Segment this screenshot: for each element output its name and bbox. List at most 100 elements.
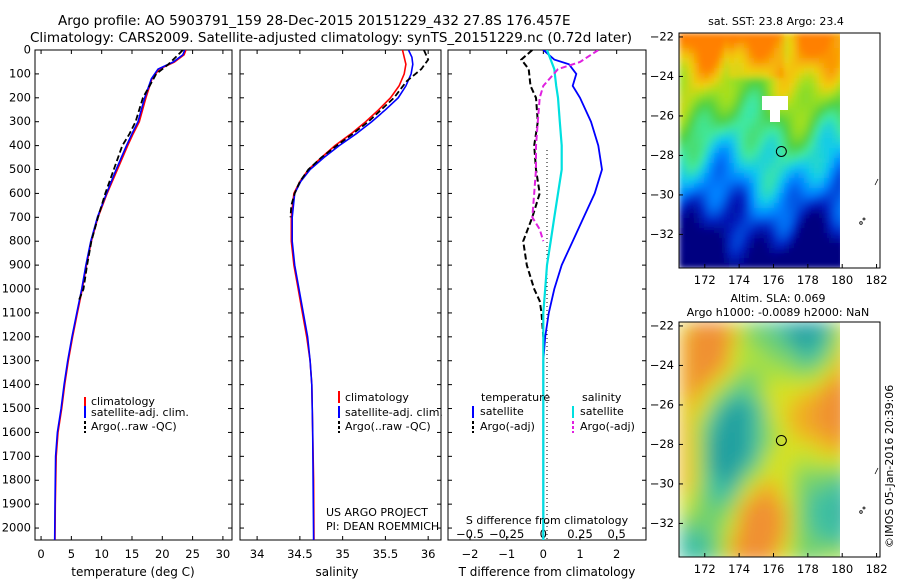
sst-cell (804, 218, 810, 224)
sst-cell (729, 158, 735, 164)
sst-cell (689, 68, 695, 74)
sla-cell (679, 332, 690, 343)
legend-salinity-argo: Argo(-adj) (580, 420, 635, 433)
sst-cell (689, 248, 695, 254)
sst-cell (789, 163, 795, 169)
sst-heatmap-cells (679, 33, 845, 268)
sst-cell (819, 148, 825, 154)
sla-cell (709, 532, 720, 543)
sla-cell (749, 472, 760, 483)
sst-cell (719, 68, 725, 74)
sst-cell (744, 58, 750, 64)
sst-cell (689, 98, 695, 104)
sst-cell (749, 108, 755, 114)
sst-cell (809, 203, 815, 209)
sst-cell (739, 98, 745, 104)
sla-cell (779, 502, 790, 513)
sst-cell (819, 198, 825, 204)
sst-cell (829, 208, 835, 214)
map-lat-label: −28 (650, 148, 674, 162)
sla-cell (689, 362, 700, 373)
sst-cell (799, 33, 805, 39)
sst-cell (739, 243, 745, 249)
sla-cell (709, 472, 720, 483)
sst-cell (689, 238, 695, 244)
sst-cell (759, 188, 765, 194)
sst-cell (749, 38, 755, 44)
sst-cell (829, 218, 835, 224)
sst-cell (789, 248, 795, 254)
sla-cell (749, 502, 760, 513)
sla-cell (699, 412, 710, 423)
sla-cell (809, 492, 820, 503)
sst-cell (689, 203, 695, 209)
sst-cell (689, 103, 695, 109)
sst-cell (704, 183, 710, 189)
sst-cell (824, 53, 830, 59)
sst-cell (684, 228, 690, 234)
sst-cell (809, 143, 815, 149)
sst-cell (769, 188, 775, 194)
sla-cell (759, 362, 770, 373)
sst-cell (714, 108, 720, 114)
sst-cell (749, 98, 755, 104)
sla-cell (799, 322, 810, 333)
salinity-x-ticks: 34 34.5 35 35.5 36 (250, 50, 435, 561)
sst-cell (754, 158, 760, 164)
sst-cell (709, 38, 715, 44)
legend-satellite: satellite-adj. clim. (91, 406, 189, 419)
sla-cell (819, 382, 830, 393)
sst-cell (764, 223, 770, 229)
sst-cell (764, 138, 770, 144)
sla-cell (739, 392, 750, 403)
sst-cell (754, 118, 760, 124)
sla-cell (689, 392, 700, 403)
sst-cell (829, 103, 835, 109)
sst-cell (779, 158, 785, 164)
sst-cell (709, 148, 715, 154)
sst-cell (724, 108, 730, 114)
sst-cell (699, 123, 705, 129)
sla-cell (759, 532, 770, 543)
sst-cell (739, 83, 745, 89)
sst-cell (734, 263, 740, 268)
sst-cell (799, 83, 805, 89)
sst-cell (719, 78, 725, 84)
sst-cell (779, 198, 785, 204)
sst-cell (734, 148, 740, 154)
sst-cell (829, 93, 835, 99)
sst-cell (739, 78, 745, 84)
sst-cell (819, 233, 825, 239)
sla-cell (819, 352, 830, 363)
sst-cell (789, 153, 795, 159)
sst-cell (744, 153, 750, 159)
sst-cell (794, 98, 800, 104)
sla-cell (709, 432, 720, 443)
sla-cell (809, 522, 820, 533)
sst-cell (759, 103, 765, 109)
sla-cell (769, 342, 780, 353)
legend-climatology: climatology (345, 391, 409, 404)
sla-cell (819, 552, 830, 557)
sst-cell (799, 58, 805, 64)
sst-cell (804, 108, 810, 114)
sst-cell (834, 213, 840, 219)
sst-cell (709, 193, 715, 199)
sst-cell (749, 123, 755, 129)
sst-cell (739, 218, 745, 224)
sst-cell (704, 193, 710, 199)
sst-cell (774, 93, 780, 99)
sst-cell (789, 93, 795, 99)
sst-cell (809, 163, 815, 169)
sst-cell (714, 183, 720, 189)
sla-cell (709, 512, 720, 523)
sla-cell (819, 522, 830, 533)
sst-cell (734, 183, 740, 189)
sst-cell (774, 158, 780, 164)
sst-cell (739, 103, 745, 109)
sst-cell (704, 178, 710, 184)
sla-cell (809, 432, 820, 443)
sst-cell (824, 193, 830, 199)
sst-cell (794, 223, 800, 229)
sla-cell (799, 332, 810, 343)
